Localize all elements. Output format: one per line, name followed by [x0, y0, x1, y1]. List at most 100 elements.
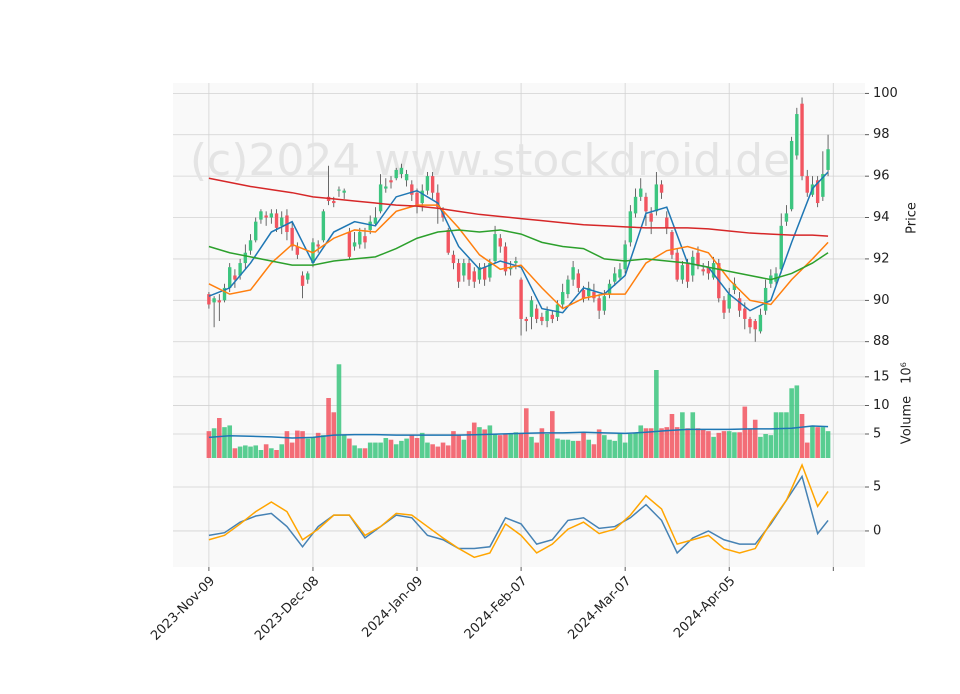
candle-body — [415, 192, 419, 206]
candle-body — [410, 184, 414, 195]
volume-bar — [617, 432, 623, 458]
candle-body — [737, 298, 742, 311]
volume-bar — [758, 436, 763, 458]
volume-bar — [383, 438, 389, 458]
volume-bar — [716, 432, 722, 458]
candle-body — [389, 180, 393, 183]
candle-body — [259, 211, 263, 220]
volume-bar — [388, 439, 394, 458]
volume-bar — [726, 431, 732, 458]
candle-body — [493, 234, 497, 261]
price-axis-label: Price — [905, 202, 920, 234]
candle-body — [488, 263, 492, 278]
volume-bar — [654, 370, 659, 458]
candle-body — [524, 318, 528, 322]
x-tick-label: 2023-Dec-08 — [252, 574, 322, 644]
volume-bar — [357, 448, 363, 458]
volume-bar — [237, 446, 243, 458]
watermark: (c)2024 www.stockdroid.de — [190, 135, 790, 186]
volume-bar — [752, 419, 758, 458]
x-tick-label: 2023-Nov-09 — [148, 574, 218, 644]
volume-bar — [529, 436, 534, 458]
candle-body — [566, 279, 570, 295]
y-tick-label: 92 — [873, 251, 890, 266]
candle-body — [472, 271, 476, 282]
candle-body — [363, 236, 367, 243]
volume-bar — [742, 406, 748, 458]
candle-body — [342, 190, 346, 193]
volume-bar — [503, 434, 508, 458]
volume-bar — [544, 434, 550, 458]
volume-bar — [513, 432, 519, 458]
volume-bar — [773, 412, 779, 458]
candle-body — [665, 217, 669, 228]
x-tick-label: 2024-Feb-07 — [462, 574, 531, 643]
volume-bar — [669, 414, 675, 458]
candle-body — [254, 221, 258, 241]
volume-bar — [336, 364, 342, 458]
volume-bar — [404, 438, 409, 458]
candle-body — [748, 318, 752, 328]
candle-body — [701, 269, 705, 272]
candle-body — [597, 298, 601, 311]
volume-bar — [451, 431, 456, 458]
candle-body — [592, 292, 596, 299]
volume-bar — [747, 429, 753, 458]
candle-body — [644, 196, 648, 212]
volume-bar — [492, 434, 498, 458]
y-tick-label: 5 — [873, 427, 881, 442]
x-tick-label: 2024-Jan-09 — [359, 574, 426, 641]
candle-body — [306, 273, 310, 280]
candle-body — [399, 167, 404, 175]
candle-body — [576, 273, 581, 288]
line-series — [208, 204, 829, 310]
volume-bar — [539, 428, 545, 458]
y-tick-label: 0 — [873, 523, 881, 538]
volume-bar — [612, 440, 618, 458]
volume-bar — [794, 385, 800, 458]
volume-bar — [825, 431, 831, 458]
candle-body — [696, 252, 700, 266]
candle-body — [795, 114, 799, 156]
volume-bar — [664, 427, 670, 458]
volume-bar — [591, 444, 597, 458]
volume-bar — [497, 435, 503, 458]
volume-bar — [284, 431, 290, 458]
candle-body — [384, 186, 388, 189]
volume-bar — [248, 446, 253, 458]
volume-bar — [419, 432, 425, 458]
volume-bar — [622, 442, 628, 458]
volume-bar — [763, 434, 768, 458]
candle-body — [529, 300, 534, 317]
candle-body — [290, 227, 294, 247]
volume-bar — [643, 428, 649, 458]
volume-bar — [487, 425, 493, 458]
candle-body — [394, 169, 398, 179]
candle-body — [815, 180, 820, 204]
volume-bar — [560, 439, 566, 458]
candle-body — [821, 174, 825, 197]
candle-body — [243, 252, 248, 264]
volume-bar — [602, 435, 607, 458]
volume-bar — [633, 432, 638, 458]
candle-body — [425, 176, 430, 191]
volume-bar — [461, 439, 467, 458]
volume-bar — [206, 431, 212, 458]
volume-bar — [435, 446, 441, 458]
candle-body — [540, 316, 544, 322]
volume-bar — [815, 427, 820, 458]
volume-bar — [784, 412, 789, 458]
volume-bar — [300, 431, 305, 458]
candle-body — [233, 275, 237, 280]
line-series — [208, 171, 829, 314]
candle-body — [217, 300, 222, 303]
volume-bar — [347, 438, 352, 458]
candle-body — [430, 176, 435, 193]
volume-bar — [222, 427, 227, 458]
candle-body — [373, 217, 378, 224]
candle-body — [534, 308, 539, 319]
volume-bar — [534, 442, 539, 458]
y-tick-label: 98 — [873, 127, 890, 142]
candle-body — [675, 252, 679, 280]
volume-bar — [211, 428, 217, 458]
